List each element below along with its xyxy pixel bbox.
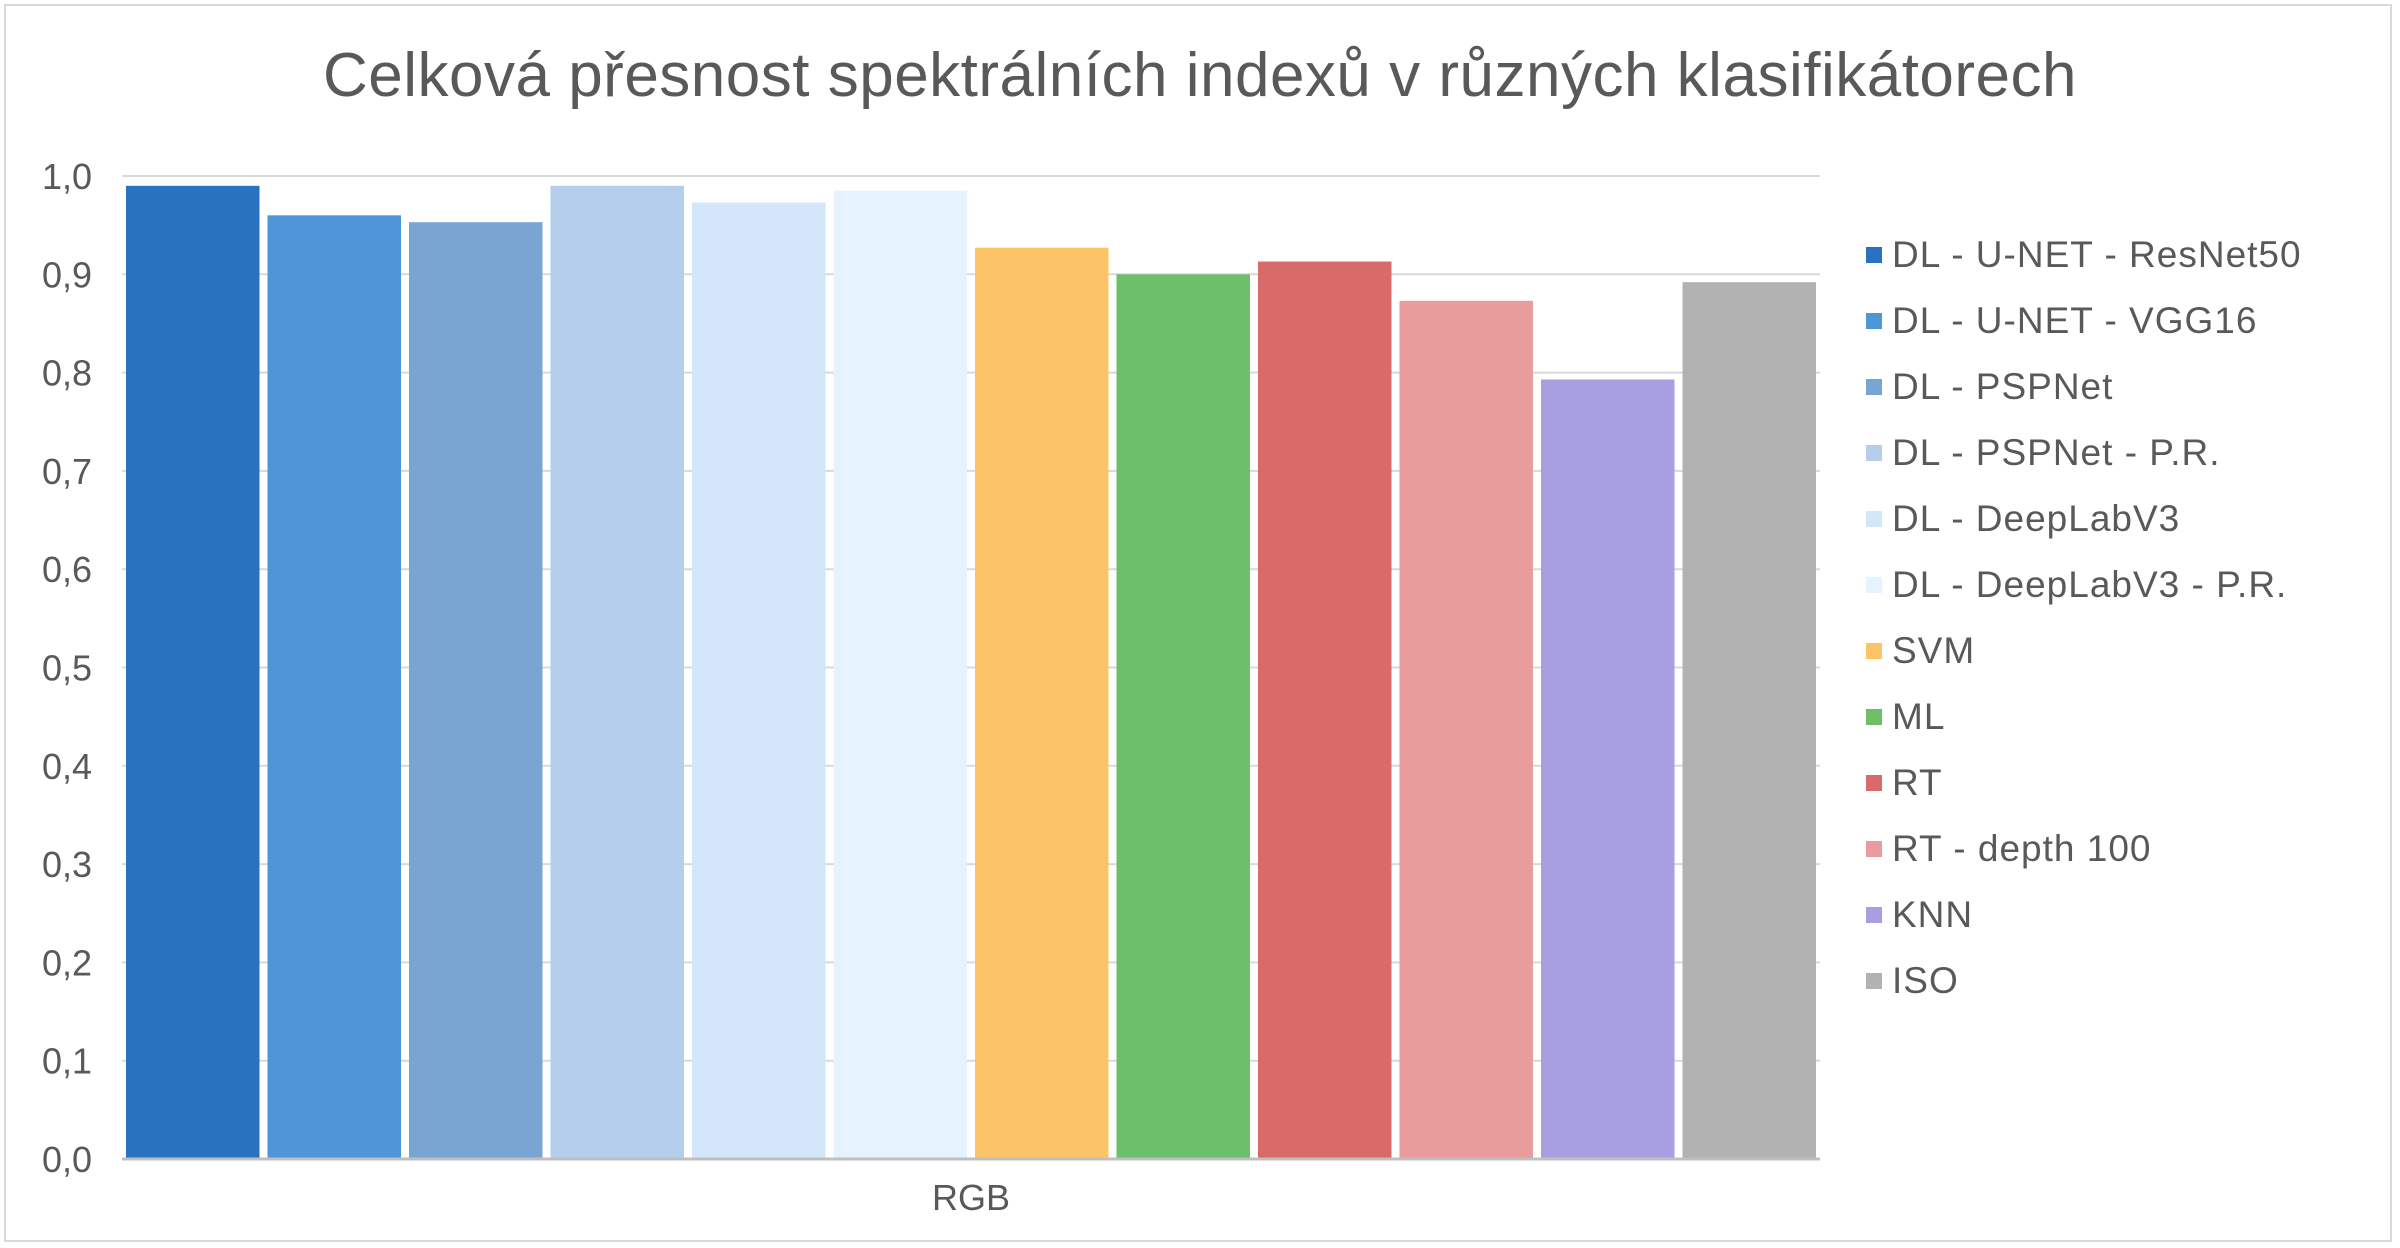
bar-dl-deeplabv3-p-r: [833, 190, 967, 1159]
legend-label: ML: [1892, 696, 1946, 737]
legend-swatch: [1866, 643, 1882, 659]
chart-title: Celková přesnost spektrálních indexů v r…: [322, 41, 2078, 110]
y-tick-label: 1,0: [42, 156, 92, 197]
y-tick-label: 0,9: [42, 254, 92, 295]
legend-item: DL - PSPNet: [1866, 354, 2386, 420]
bar-rt: [1258, 261, 1392, 1159]
legend-label: ISO: [1892, 960, 1959, 1001]
legend-item: RT - depth 100: [1866, 816, 2386, 882]
legend-item: RT: [1866, 750, 2386, 816]
gridlines: [122, 175, 1820, 1062]
bar-svm: [975, 247, 1109, 1159]
bar-dl-pspnet-p-r: [550, 185, 684, 1159]
legend-label: RT: [1892, 762, 1943, 803]
legend-label: SVM: [1892, 630, 1976, 671]
legend-label: RT - depth 100: [1892, 828, 2152, 869]
legend-swatch: [1866, 841, 1882, 857]
legend-swatch: [1866, 313, 1882, 329]
y-tick-label: 0,0: [42, 1139, 92, 1180]
legend-swatch: [1866, 247, 1882, 263]
bar-iso: [1682, 282, 1816, 1159]
legend-item: DL - U-NET - ResNet50: [1866, 222, 2386, 288]
bar-dl-u-net-vgg16: [267, 215, 401, 1159]
legend-item: ML: [1866, 684, 2386, 750]
legend-swatch: [1866, 907, 1882, 923]
legend-label: DL - U-NET - VGG16: [1892, 300, 2258, 341]
y-tick-label: 0,6: [42, 549, 92, 590]
legend-item: DL - DeepLabV3: [1866, 486, 2386, 552]
legend-item: DL - PSPNet - P.R.: [1866, 420, 2386, 486]
bar-ml: [1116, 274, 1250, 1159]
legend-label: KNN: [1892, 894, 1974, 935]
legend-swatch: [1866, 973, 1882, 989]
y-axis-ticks: 0,0 0,1 0,2 0,3 0,4 0,5 0,6 0,7 0,8 0,9 1,0: [42, 156, 92, 1180]
bar-rt-depth-100: [1399, 300, 1533, 1159]
y-tick-label: 0,8: [42, 353, 92, 394]
y-tick-label: 0,1: [42, 1041, 92, 1082]
y-tick-label: 0,5: [42, 648, 92, 689]
y-tick-label: 0,2: [42, 942, 92, 983]
legend-swatch: [1866, 511, 1882, 527]
bars: [126, 185, 1816, 1160]
bar-dl-pspnet: [409, 222, 543, 1160]
bar-dl-deeplabv3: [692, 202, 826, 1159]
legend-item: KNN: [1866, 882, 2386, 948]
bar-dl-u-net-resnet50: [126, 185, 260, 1159]
legend-label: DL - U-NET - ResNet50: [1892, 234, 2302, 275]
bar-knn: [1541, 379, 1675, 1160]
y-tick-label: 0,3: [42, 844, 92, 885]
y-tick-label: 0,4: [42, 746, 92, 787]
legend-swatch: [1866, 775, 1882, 791]
legend-swatch: [1866, 709, 1882, 725]
legend-label: DL - PSPNet - P.R.: [1892, 432, 2221, 473]
legend-item: ISO: [1866, 948, 2386, 1014]
legend-swatch: [1866, 577, 1882, 593]
legend: DL - U-NET - ResNet50 DL - U-NET - VGG16 D…: [1866, 222, 2386, 1014]
y-tick-label: 0,7: [42, 451, 92, 492]
x-axis: RGB: [122, 1157, 1820, 1218]
legend-item: DL - U-NET - VGG16: [1866, 288, 2386, 354]
legend-label: DL - DeepLabV3 - P.R.: [1892, 564, 2288, 605]
x-category-label: RGB: [932, 1177, 1010, 1218]
legend-item: SVM: [1866, 618, 2386, 684]
legend-swatch: [1866, 445, 1882, 461]
legend-swatch: [1866, 379, 1882, 395]
legend-label: DL - DeepLabV3: [1892, 498, 2181, 539]
legend-label: DL - PSPNet: [1892, 366, 2114, 407]
legend-item: DL - DeepLabV3 - P.R.: [1866, 552, 2386, 618]
